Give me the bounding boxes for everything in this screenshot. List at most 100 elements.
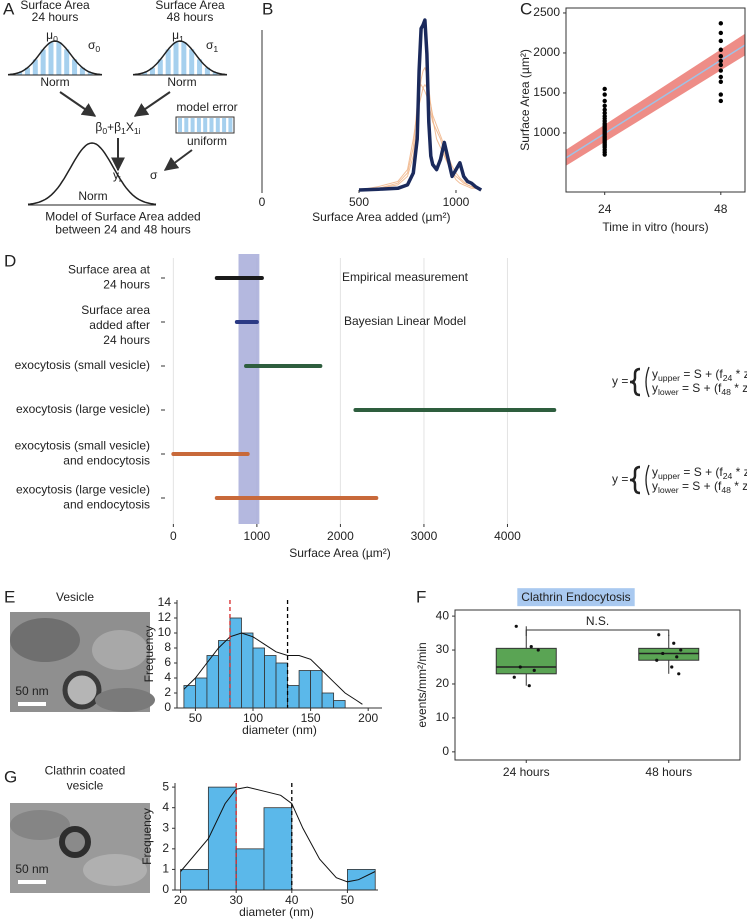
line: [358, 84, 482, 191]
y-tick-label: 30: [436, 642, 450, 656]
annotation: Empirical measurement: [342, 270, 469, 284]
x-tick-label: 48: [714, 202, 728, 216]
equation-line: yupper = S + (f24 * z): [652, 367, 747, 383]
point: [718, 47, 724, 52]
box: [638, 647, 700, 661]
density-line: [180, 786, 376, 883]
point: [718, 58, 724, 64]
y-tick-label: exocytosis (small vesicle): [15, 439, 150, 453]
label: μ1: [172, 28, 184, 44]
y-tick-label: 0: [162, 882, 169, 896]
bar: [275, 662, 288, 709]
bar: [218, 640, 231, 709]
significance-bracket: [525, 629, 670, 636]
text-part: μ: [46, 28, 53, 42]
y-tick-label: exocytosis (small vesicle): [15, 358, 150, 372]
panel-letter: F: [416, 587, 426, 606]
line: [358, 18, 483, 192]
panel-letter: B: [262, 0, 273, 18]
text-part: = S + (f: [680, 367, 723, 381]
panel-letter: G: [4, 767, 17, 786]
label: yi: [113, 168, 121, 184]
text-part: = S + (f: [680, 465, 723, 479]
label: Norm: [167, 75, 196, 89]
bar: [287, 685, 300, 709]
y-tick-label: 2500: [533, 5, 560, 19]
y-axis-label: Frequency: [142, 626, 156, 683]
point: [672, 641, 676, 645]
text-part: σ: [88, 38, 96, 52]
point: [602, 92, 607, 97]
micrograph: [10, 612, 155, 712]
paren: [645, 464, 650, 496]
y-tick-label: exocytosis (large vesicle): [16, 483, 150, 497]
y-axis-label: Surface Area (µm²): [518, 49, 532, 151]
point: [529, 645, 533, 649]
y-tick-label: Surface area: [81, 303, 150, 317]
x-tick-label: 1000: [244, 529, 271, 543]
equation: y =: [612, 374, 628, 388]
point: [602, 152, 607, 157]
bar: [195, 677, 208, 709]
x-tick-label: 50: [341, 893, 355, 907]
y-tick-label: 8: [164, 640, 171, 654]
x-tick-label: 200: [358, 711, 378, 725]
text-part: * z): [731, 381, 747, 395]
brace: [629, 367, 641, 397]
x-tick-label: 0: [170, 529, 177, 543]
bar: [347, 869, 376, 891]
label: μ0: [46, 28, 58, 44]
bar: [252, 647, 265, 709]
text-part: y: [652, 465, 658, 479]
x-tick-label: 24 hours: [503, 765, 550, 779]
text-part: * z) - (e: [731, 479, 747, 493]
y-tick-label: 6: [164, 655, 171, 669]
text-part: 48: [721, 485, 731, 495]
label: σ: [150, 168, 158, 182]
line: [358, 84, 482, 191]
equation: y =: [612, 472, 628, 486]
y-tick-label: 12: [158, 610, 172, 624]
y-tick-label: 2000: [533, 45, 560, 59]
text-part: upper: [658, 471, 680, 481]
text-part: lower: [658, 485, 679, 495]
bar: [180, 869, 209, 891]
stripe: [56, 42, 62, 75]
bar: [229, 617, 242, 709]
box: [495, 647, 557, 675]
point: [602, 103, 607, 108]
text-part: 1i: [134, 126, 141, 136]
stripe: [24, 67, 30, 75]
scale-bar-label: 50 nm: [15, 862, 48, 876]
label: 48 hours: [167, 10, 214, 24]
text-part: β: [95, 120, 102, 134]
significance-label: N.S.: [586, 614, 609, 628]
point: [532, 668, 536, 673]
image-title: vesicle: [67, 779, 104, 793]
x-tick-label: 50: [189, 711, 203, 725]
x-tick-label: 30: [229, 893, 243, 907]
text-part: 0: [53, 34, 58, 44]
point: [536, 648, 540, 652]
caption: Model of Surface Area added: [45, 210, 200, 224]
bar: [321, 692, 335, 709]
y-tick-label: 4: [164, 670, 171, 684]
x-tick-label: 1000: [443, 195, 470, 209]
stripe: [212, 72, 218, 75]
stripe: [79, 67, 85, 75]
stripe: [181, 42, 187, 75]
label: Norm: [40, 75, 69, 89]
point: [679, 648, 683, 652]
label: σ0: [88, 38, 100, 54]
y-tick-label: 0: [164, 700, 171, 714]
x-tick-label: 40: [285, 893, 299, 907]
y-tick-label: 5: [162, 779, 169, 793]
x-tick-label: 0: [259, 195, 266, 209]
x-tick-label: 2000: [327, 529, 354, 543]
caption: between 24 and 48 hours: [55, 223, 190, 237]
stripe: [184, 118, 189, 132]
y-tick-label: 40: [436, 608, 450, 622]
brace: [629, 465, 641, 495]
point: [514, 624, 518, 628]
x-axis-label: Surface Area (µm²): [289, 546, 391, 560]
